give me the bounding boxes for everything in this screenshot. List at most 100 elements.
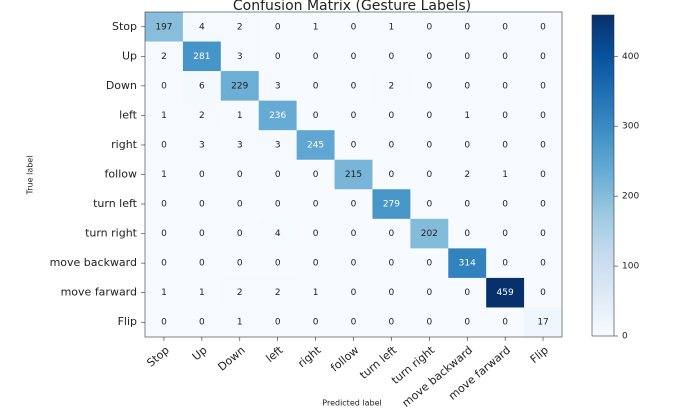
cell xyxy=(486,277,525,308)
cell-label: 4 xyxy=(275,229,281,239)
cell xyxy=(182,218,222,249)
cell xyxy=(258,130,297,161)
cell-label: 17 xyxy=(537,318,548,328)
cell-label: 0 xyxy=(237,170,243,180)
colorbar-tick-label: 300 xyxy=(622,122,639,132)
y-tick-label: turn right xyxy=(85,227,138,240)
colorbar-tick-label: 200 xyxy=(622,192,639,202)
cell xyxy=(448,12,487,42)
cell xyxy=(182,189,222,220)
cell-label: 0 xyxy=(464,81,470,91)
cell-label: 459 xyxy=(497,288,514,298)
cell-label: 229 xyxy=(231,81,248,91)
cell-label: 1 xyxy=(389,22,395,32)
cell xyxy=(524,71,563,101)
y-tick-label: follow xyxy=(105,168,137,181)
cell xyxy=(372,130,411,161)
cell-label: 1 xyxy=(313,288,319,298)
cell xyxy=(258,189,297,220)
cell xyxy=(145,12,184,42)
cell xyxy=(372,277,411,308)
cell-label: 0 xyxy=(313,52,319,62)
cell-label: 0 xyxy=(426,288,432,298)
cell-label: 0 xyxy=(464,229,470,239)
cell-label: 0 xyxy=(464,52,470,62)
cell xyxy=(258,159,297,190)
cell-label: 0 xyxy=(502,318,508,328)
cell-label: 0 xyxy=(389,259,395,269)
cell-label: 0 xyxy=(464,288,470,298)
cell xyxy=(220,189,260,220)
cell-label: 245 xyxy=(307,140,324,150)
cell-label: 2 xyxy=(237,22,243,32)
cell-label: 2 xyxy=(464,170,470,180)
cell-label: 0 xyxy=(351,200,357,210)
y-axis-label: True label xyxy=(26,156,35,196)
cell-label: 0 xyxy=(540,259,546,269)
cell-label: 0 xyxy=(540,140,546,150)
cell xyxy=(486,71,525,101)
cell-label: 0 xyxy=(540,229,546,239)
cell-label: 1 xyxy=(313,22,319,32)
cell-label: 0 xyxy=(199,259,205,269)
cell-label: 279 xyxy=(383,200,400,210)
cell xyxy=(296,100,335,131)
cell xyxy=(182,159,222,190)
y-tick-label: move farward xyxy=(61,286,137,299)
cell-label: 0 xyxy=(426,259,432,269)
y-tick-label: Up xyxy=(122,49,137,62)
y-tick-label: turn left xyxy=(93,197,138,210)
cell-label: 0 xyxy=(275,170,281,180)
cell xyxy=(334,41,373,72)
cell xyxy=(296,248,335,279)
cell-label: 0 xyxy=(275,259,281,269)
cell xyxy=(145,71,184,101)
cell xyxy=(182,71,222,101)
cell-label: 0 xyxy=(540,170,546,180)
cell xyxy=(182,41,222,72)
cell xyxy=(486,100,525,131)
cell-label: 197 xyxy=(155,22,172,32)
cell xyxy=(524,12,563,42)
cell xyxy=(220,12,260,42)
cell xyxy=(410,189,449,220)
cell xyxy=(145,189,184,220)
cell-label: 314 xyxy=(459,259,476,269)
cell-label: 0 xyxy=(389,288,395,298)
cell-label: 0 xyxy=(502,200,508,210)
cell xyxy=(296,130,335,161)
cell xyxy=(448,100,487,131)
cell-label: 0 xyxy=(464,318,470,328)
cell-label: 2 xyxy=(389,81,395,91)
cell xyxy=(372,41,411,72)
cell-label: 0 xyxy=(351,229,357,239)
cell-label: 0 xyxy=(313,259,319,269)
y-tick-label: Down xyxy=(106,79,137,92)
cell xyxy=(448,248,487,279)
cell xyxy=(410,130,449,161)
cell-label: 0 xyxy=(502,22,508,32)
cell xyxy=(296,277,335,308)
cell xyxy=(220,218,260,249)
colorbar-tick-label: 0 xyxy=(622,332,628,342)
cell xyxy=(182,307,222,338)
cell xyxy=(486,248,525,279)
x-tick-label: left xyxy=(264,343,287,365)
cell-label: 2 xyxy=(199,111,205,121)
cell-label: 0 xyxy=(313,318,319,328)
cell xyxy=(334,248,373,279)
y-tick-label: Stop xyxy=(112,20,137,33)
cell xyxy=(410,277,449,308)
cell xyxy=(448,277,487,308)
cell-label: 0 xyxy=(351,111,357,121)
cell-label: 0 xyxy=(161,200,167,210)
cell-label: 0 xyxy=(426,111,432,121)
cell xyxy=(372,12,411,42)
cell xyxy=(334,71,373,101)
cell-label: 0 xyxy=(426,318,432,328)
cell-label: 0 xyxy=(426,170,432,180)
cell xyxy=(372,218,411,249)
cell xyxy=(486,218,525,249)
cell-label: 0 xyxy=(540,81,546,91)
